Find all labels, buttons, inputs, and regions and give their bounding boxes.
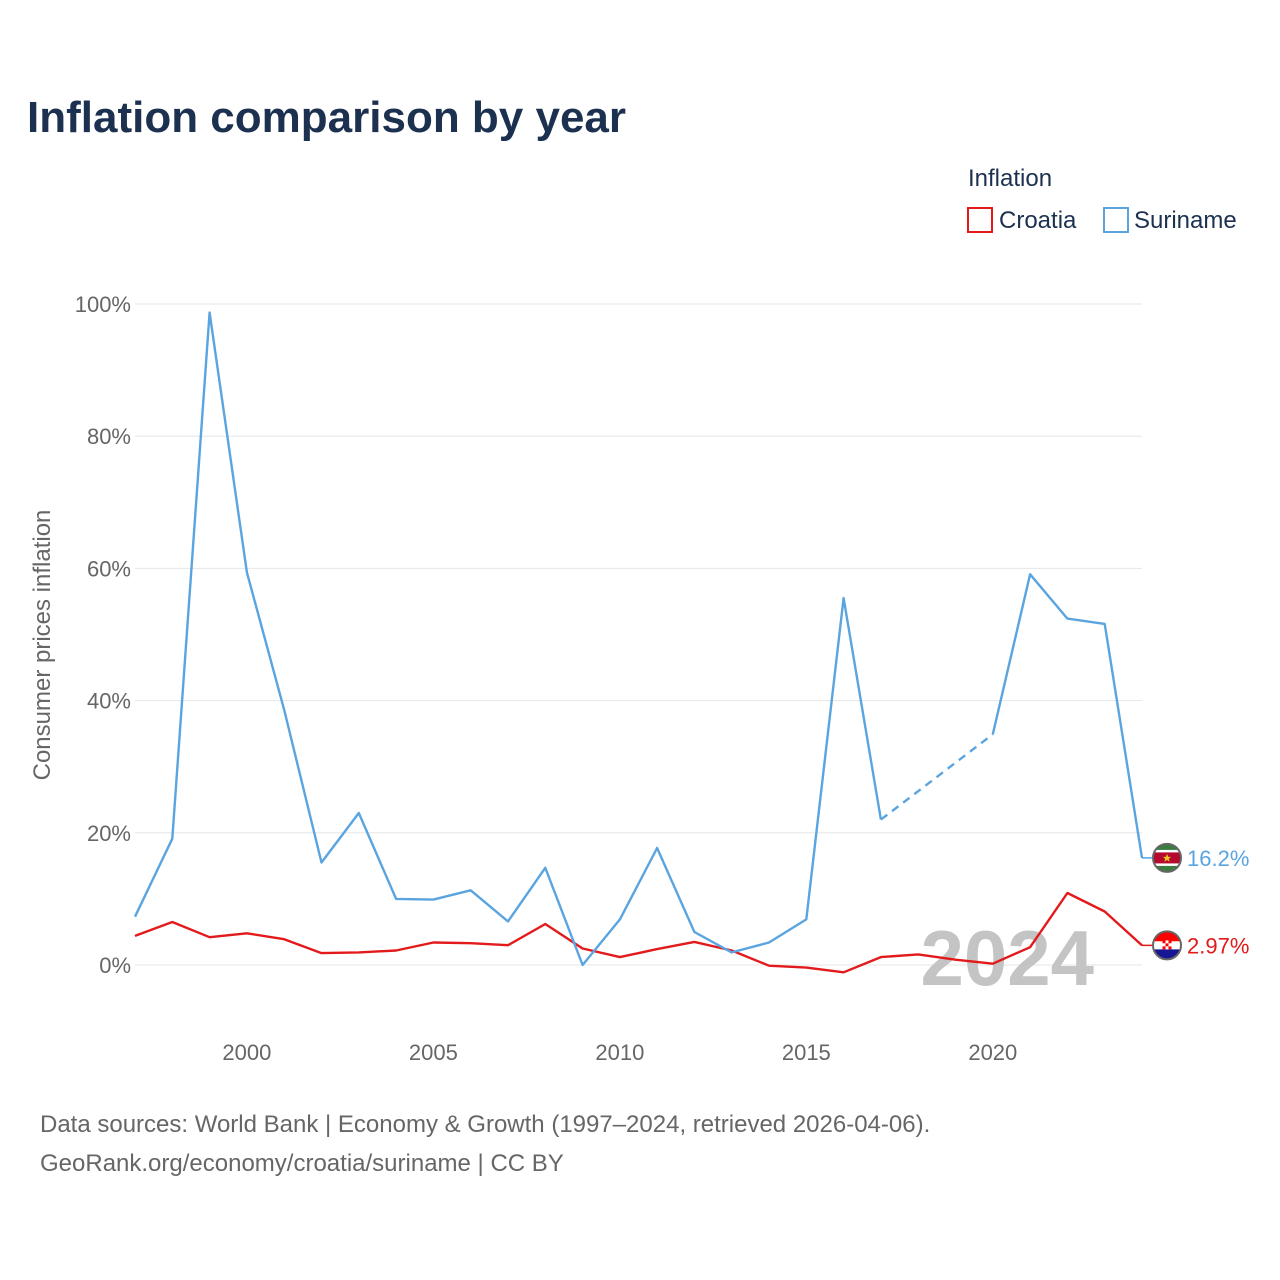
y-tick-label: 0% bbox=[99, 953, 131, 978]
legend-swatch-croatia[interactable] bbox=[967, 207, 993, 233]
series-lines bbox=[133, 311, 1144, 974]
series-line-suriname[interactable] bbox=[133, 311, 883, 967]
legend-title: Inflation bbox=[968, 165, 1052, 192]
end-value-label-croatia: 2.97% bbox=[1187, 933, 1249, 958]
y-tick-label: 80% bbox=[87, 424, 131, 449]
x-tick-label: 2020 bbox=[968, 1040, 1017, 1065]
legend: Inflation Croatia Suriname bbox=[967, 165, 1237, 234]
end-markers: 2.97% 16.2% bbox=[1142, 842, 1249, 961]
legend-swatch-suriname[interactable] bbox=[1103, 207, 1129, 233]
footer-sources: Data sources: World Bank | Economy & Gro… bbox=[40, 1111, 930, 1138]
gridlines bbox=[135, 303, 1142, 966]
y-tick-label: 60% bbox=[87, 556, 131, 581]
y-axis-ticks: 0% 20% 40% 60% 80% 100% bbox=[75, 292, 131, 978]
flag-marker-croatia bbox=[1152, 930, 1182, 961]
x-tick-label: 2015 bbox=[782, 1040, 831, 1065]
series-line-croatia[interactable] bbox=[134, 891, 1143, 974]
y-tick-label: 100% bbox=[75, 292, 131, 317]
y-tick-label: 40% bbox=[87, 689, 131, 714]
flag-marker-suriname bbox=[1152, 842, 1182, 873]
series-line-suriname[interactable] bbox=[991, 573, 1144, 859]
y-axis-label: Consumer prices inflation bbox=[29, 510, 56, 781]
series-line-suriname-dashed[interactable] bbox=[880, 733, 994, 821]
x-tick-label: 2000 bbox=[222, 1040, 271, 1065]
y-tick-label: 20% bbox=[87, 821, 131, 846]
end-value-label-suriname: 16.2% bbox=[1187, 846, 1249, 871]
legend-label-suriname[interactable]: Suriname bbox=[1134, 207, 1237, 234]
x-axis-ticks: 2000 2005 2010 2015 2020 bbox=[222, 1040, 1017, 1065]
legend-label-croatia[interactable]: Croatia bbox=[999, 207, 1077, 234]
chart-title: Inflation comparison by year bbox=[27, 93, 626, 142]
footer-credit[interactable]: GeoRank.org/economy/croatia/suriname | C… bbox=[40, 1150, 564, 1177]
x-tick-label: 2005 bbox=[409, 1040, 458, 1065]
x-tick-label: 2010 bbox=[595, 1040, 644, 1065]
